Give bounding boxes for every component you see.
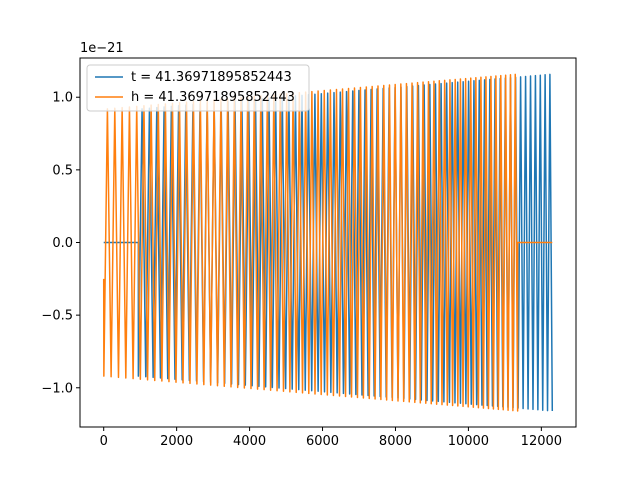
x-axis: 0 2000 4000 6000 8000 10000 12000 (100, 427, 562, 449)
y-tick-label: −0.5 (41, 309, 73, 324)
legend-box (86, 64, 310, 112)
y-tick-label: 0.0 (52, 236, 73, 251)
y-tick-label: −1.0 (41, 381, 73, 396)
x-tick-label: 4000 (233, 434, 266, 449)
y-tick-label: 1.0 (52, 91, 73, 106)
y-offset-label: 1e−21 (80, 41, 124, 56)
series-line-h (102, 73, 553, 412)
legend-label-t: t = 41.36971895852443 (131, 70, 292, 85)
x-tick-label: 12000 (521, 434, 562, 449)
legend-label-h: h = 41.36971895852443 (131, 90, 295, 105)
x-tick-label: 6000 (306, 434, 339, 449)
y-tick-label: 0.5 (52, 163, 73, 178)
x-tick-label: 8000 (379, 434, 412, 449)
x-tick-label: 2000 (160, 434, 193, 449)
legend: t = 41.36971895852443 h = 41.36971895852… (86, 64, 310, 112)
y-axis: −1.0 −0.5 0.0 0.5 1.0 (41, 91, 80, 396)
x-tick-label: 10000 (448, 434, 489, 449)
x-tick-label: 0 (100, 434, 108, 449)
